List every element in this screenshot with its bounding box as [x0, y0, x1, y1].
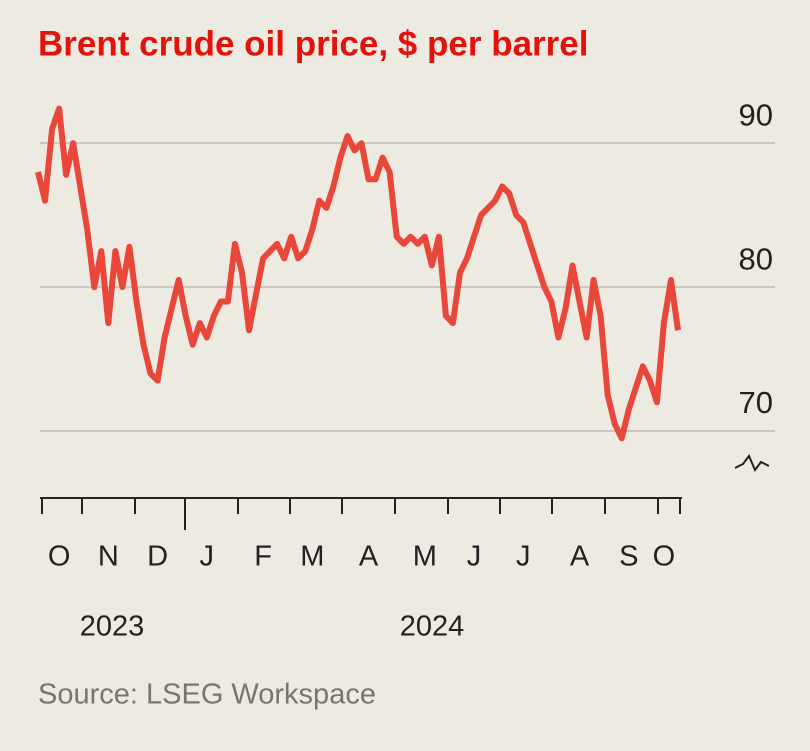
- axis-break: [734, 454, 770, 472]
- x-tick-label: J: [200, 541, 215, 573]
- y-tick-label: 80: [739, 241, 773, 276]
- x-tick-label: M: [413, 541, 437, 573]
- chart-title: Brent crude oil price, $ per barrel: [38, 24, 588, 63]
- x-tick-label: O: [48, 541, 71, 573]
- x-tick-label: D: [147, 541, 168, 573]
- y-tick-label: 70: [739, 385, 773, 420]
- x-tick-label: A: [359, 541, 379, 573]
- year-label: 2024: [400, 611, 465, 643]
- x-tick-label: A: [570, 541, 590, 573]
- x-tick-label: O: [653, 541, 676, 573]
- source: Source: LSEG Workspace: [38, 679, 376, 711]
- x-tick-label: S: [619, 541, 638, 573]
- price-line: [35, 105, 681, 442]
- x-tick-label: J: [467, 541, 482, 573]
- x-tick-label: M: [300, 541, 324, 573]
- x-axis: [40, 497, 682, 530]
- y-tick-label: 90: [739, 97, 773, 132]
- x-tick-label: J: [516, 541, 531, 573]
- x-tick-label: F: [254, 541, 272, 573]
- year-label: 2023: [80, 611, 145, 643]
- x-tick-label: N: [98, 541, 119, 573]
